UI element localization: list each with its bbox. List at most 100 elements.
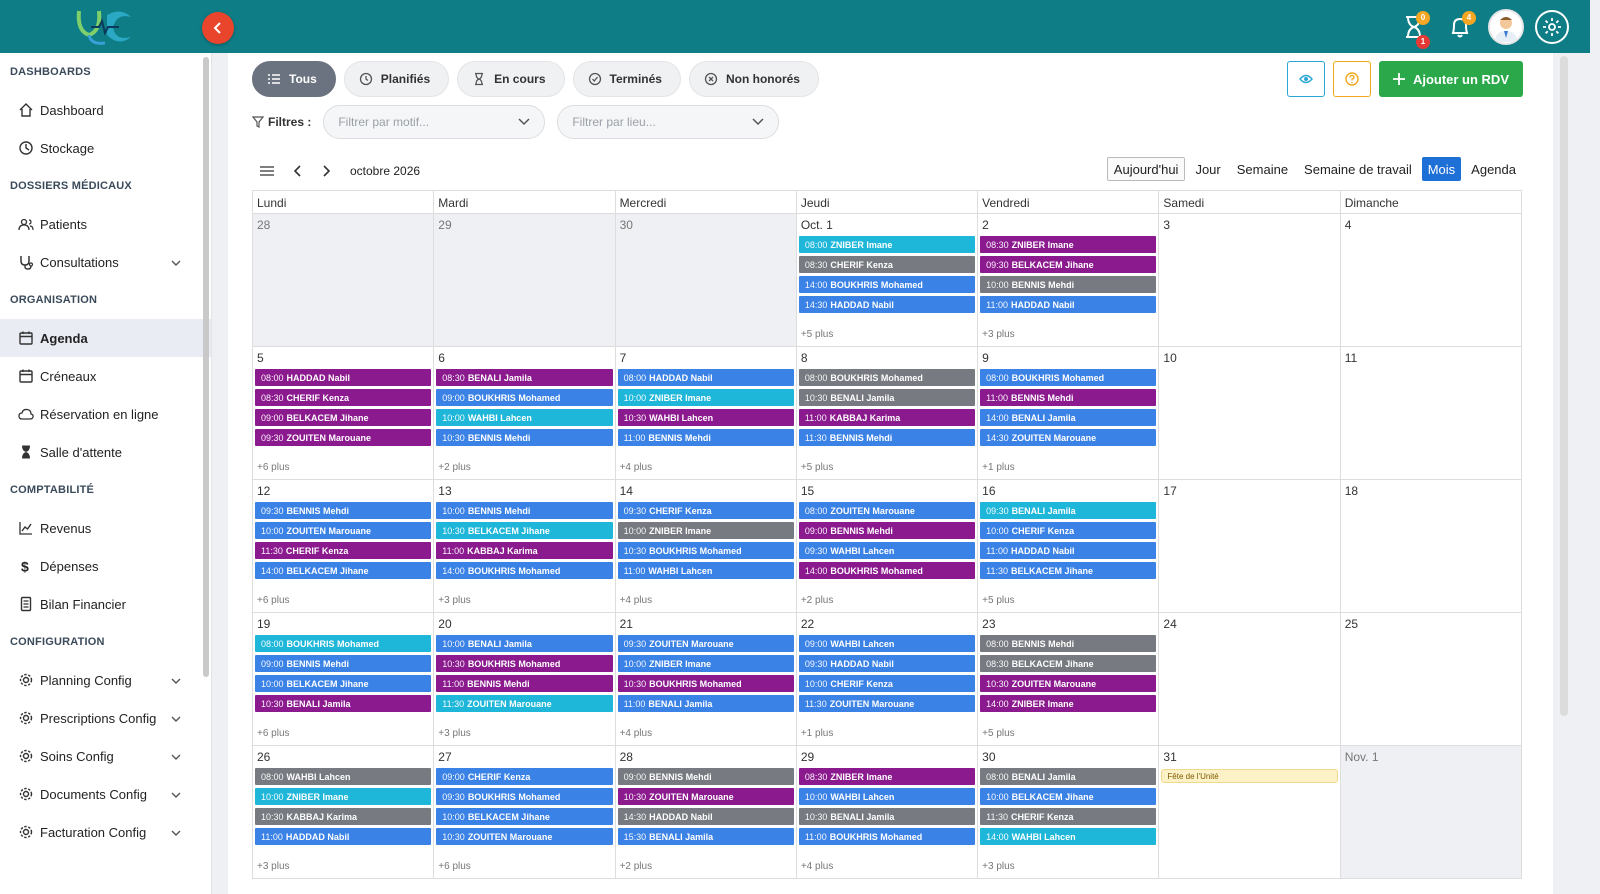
appointment-event[interactable]: 10:00 ZOUITEN Marouane (255, 522, 432, 539)
appointment-event[interactable]: 09:00 BENNIS Mehdi (255, 655, 432, 672)
show-more-link[interactable]: +4 plus (619, 595, 653, 606)
appointment-event[interactable]: 10:00 BENNIS Mehdi (436, 502, 613, 519)
show-more-link[interactable]: +4 plus (619, 728, 653, 739)
appointment-event[interactable]: 14:00 BELKACEM Jihane (255, 562, 432, 579)
filter-en-cours-button[interactable]: En cours (457, 61, 565, 97)
day-cell[interactable]: 16 09:30 BENALI Jamila 10:00 CHERIF Kenza 11:… (978, 480, 1160, 612)
sidebar-collapse-button[interactable] (202, 12, 234, 44)
appointment-event[interactable]: 10:30 KABBAJ Karima (255, 808, 432, 825)
appointment-event[interactable]: 08:30 BENALI Jamila (436, 369, 613, 386)
day-cell[interactable]: 30 08:00 BENALI Jamila 10:00 BELKACEM Jihane… (978, 746, 1160, 878)
sidebar-item-creneaux[interactable]: Créneaux (0, 357, 211, 395)
day-cell[interactable]: 17 (1159, 480, 1341, 612)
appointment-event[interactable]: 11:30 CHERIF Kenza (980, 808, 1157, 825)
view-jour-button[interactable]: Jour (1195, 161, 1221, 177)
app-logo[interactable] (0, 0, 212, 53)
show-more-link[interactable]: +6 plus (257, 462, 290, 473)
day-cell[interactable]: 28 09:00 BENNIS Mehdi 10:30 ZOUITEN Marouane… (616, 746, 797, 878)
sidebar-item-revenus[interactable]: Revenus (0, 509, 211, 547)
sidebar-item-consultations[interactable]: Consultations (0, 243, 211, 281)
day-cell[interactable]: 2 08:30 ZNIBER Imane 09:30 BELKACEM Jihane 10… (978, 214, 1160, 346)
appointment-event[interactable]: 09:30 ZOUITEN Marouane (255, 429, 432, 446)
appointment-event[interactable]: 09:30 BOUKHRIS Mohamed (436, 788, 613, 805)
appointment-event[interactable]: 10:00 BELKACEM Jihane (436, 808, 613, 825)
previous-month-button[interactable] (282, 165, 312, 177)
appointment-event[interactable]: 08:00 BOUKHRIS Mohamed (255, 635, 432, 652)
appointment-event[interactable]: 08:30 BELKACEM Jihane (980, 655, 1157, 672)
appointment-event[interactable]: 10:00 ZNIBER Imane (617, 655, 794, 672)
user-avatar[interactable] (1488, 8, 1524, 45)
day-cell[interactable]: 12 09:30 BENNIS Mehdi 10:00 ZOUITEN Marouane… (253, 480, 435, 612)
sidebar-item-dashboard[interactable]: Dashboard (0, 91, 211, 129)
appointment-event[interactable]: 10:30 ZOUITEN Marouane (980, 675, 1157, 692)
appointment-event[interactable]: 14:30 HADDAD Nabil (798, 296, 976, 313)
show-more-link[interactable]: +2 plus (619, 861, 653, 872)
appointment-event[interactable]: 09:30 ZOUITEN Marouane (617, 635, 794, 652)
sidebar-item-salle-d-attente[interactable]: Salle d'attente (0, 433, 211, 471)
day-cell[interactable]: 24 (1159, 613, 1341, 745)
appointment-event[interactable]: 10:30 WAHBI Lahcen (617, 409, 794, 426)
appointment-event[interactable]: 14:00 BOUKHRIS Mohamed (798, 562, 976, 579)
appointment-event[interactable]: 11:00 BENALI Jamila (617, 695, 794, 712)
day-cell[interactable]: 7 08:00 HADDAD Nabil 10:00 ZNIBER Imane 10:30… (616, 347, 797, 479)
appointment-event[interactable]: 11:00 HADDAD Nabil (255, 828, 432, 845)
appointment-event[interactable]: 08:00 WAHBI Lahcen (255, 768, 432, 785)
appointment-event[interactable]: 10:00 BENNIS Mehdi (980, 276, 1157, 293)
appointment-event[interactable]: 10:00 ZNIBER Imane (617, 389, 794, 406)
view-aujourd-hui-button[interactable]: Aujourd'hui (1106, 157, 1186, 181)
appointment-event[interactable]: 14:30 HADDAD Nabil (617, 808, 794, 825)
show-more-link[interactable]: +3 plus (438, 595, 471, 606)
appointment-event[interactable]: 11:30 CHERIF Kenza (255, 542, 432, 559)
appointment-event[interactable]: 11:00 BENNIS Mehdi (617, 429, 794, 446)
sidebar-item-planning-config[interactable]: Planning Config (0, 661, 211, 699)
appointment-event[interactable]: 08:00 ZNIBER Imane (798, 236, 976, 253)
day-cell[interactable]: 14 09:30 CHERIF Kenza 10:00 ZNIBER Imane 10:3… (616, 480, 797, 612)
appointment-event[interactable]: 11:00 KABBAJ Karima (798, 409, 976, 426)
appointment-event[interactable]: 09:00 BENNIS Mehdi (798, 522, 976, 539)
filter-termines-button[interactable]: Terminés (572, 61, 681, 97)
appointment-event[interactable]: 10:00 BENALI Jamila (436, 635, 613, 652)
appointment-event[interactable]: 11:00 HADDAD Nabil (980, 296, 1157, 313)
holiday-event[interactable]: Fête de l'Unité (1161, 769, 1338, 783)
day-cell[interactable]: 4 (1341, 214, 1522, 346)
next-month-button[interactable] (312, 165, 342, 177)
view-toggle-button[interactable] (1286, 61, 1325, 97)
appointment-event[interactable]: 10:30 BENNIS Mehdi (436, 429, 613, 446)
appointment-event[interactable]: 08:30 ZNIBER Imane (798, 768, 976, 785)
appointment-event[interactable]: 09:30 WAHBI Lahcen (798, 542, 976, 559)
day-cell[interactable]: Oct. 1 08:00 ZNIBER Imane 08:30 CHERIF Kenza… (797, 214, 979, 346)
appointment-event[interactable]: 11:00 HADDAD Nabil (980, 542, 1157, 559)
appointment-event[interactable]: 08:00 BENNIS Mehdi (980, 635, 1157, 652)
appointment-event[interactable]: 10:30 ZOUITEN Marouane (617, 788, 794, 805)
day-cell[interactable]: 30 (615, 214, 797, 346)
appointment-event[interactable]: 08:00 HADDAD Nabil (255, 369, 432, 386)
appointment-event[interactable]: 10:30 BOUKHRIS Mohamed (617, 675, 794, 692)
show-more-link[interactable]: +6 plus (257, 595, 290, 606)
show-more-link[interactable]: +6 plus (257, 728, 290, 739)
settings-button[interactable] (1534, 9, 1570, 45)
day-cell[interactable]: 22 09:00 WAHBI Lahcen 09:30 HADDAD Nabil 10:0… (797, 613, 979, 745)
day-cell[interactable]: 9 08:00 BOUKHRIS Mohamed 11:00 BENNIS Mehdi 1… (978, 347, 1160, 479)
day-cell[interactable]: 28 (253, 214, 435, 346)
day-cell[interactable]: 26 08:00 WAHBI Lahcen 10:00 ZNIBER Imane 10:3… (253, 746, 435, 878)
appointment-event[interactable]: 10:30 BENALI Jamila (798, 808, 976, 825)
appointment-event[interactable]: 08:30 CHERIF Kenza (798, 256, 976, 273)
day-cell[interactable]: 18 (1341, 480, 1522, 612)
appointment-event[interactable]: 15:30 BENALI Jamila (617, 828, 794, 845)
sidebar-scrollbar[interactable] (203, 57, 209, 677)
appointment-event[interactable]: 14:00 BENALI Jamila (980, 409, 1157, 426)
appointment-event[interactable]: 09:00 BENNIS Mehdi (617, 768, 794, 785)
day-cell[interactable]: 8 08:00 BOUKHRIS Mohamed 10:30 BENALI Jamila… (797, 347, 979, 479)
show-more-link[interactable]: +5 plus (982, 728, 1015, 739)
day-cell[interactable]: 10 (1159, 347, 1341, 479)
appointment-event[interactable]: 09:30 BELKACEM Jihane (980, 256, 1157, 273)
sidebar-item-soins-config[interactable]: Soins Config (0, 737, 211, 775)
view-semaine-button[interactable]: Semaine (1236, 161, 1289, 177)
appointment-event[interactable]: 10:00 BELKACEM Jihane (255, 675, 432, 692)
appointment-event[interactable]: 11:00 BENNIS Mehdi (980, 389, 1157, 406)
appointment-event[interactable]: 10:30 BOUKHRIS Mohamed (436, 655, 613, 672)
show-more-link[interactable]: +4 plus (800, 861, 834, 872)
day-cell[interactable]: 27 09:00 CHERIF Kenza 09:30 BOUKHRIS Mohamed… (434, 746, 616, 878)
show-more-link[interactable]: +1 plus (800, 728, 834, 739)
show-more-link[interactable]: +2 plus (800, 595, 834, 606)
